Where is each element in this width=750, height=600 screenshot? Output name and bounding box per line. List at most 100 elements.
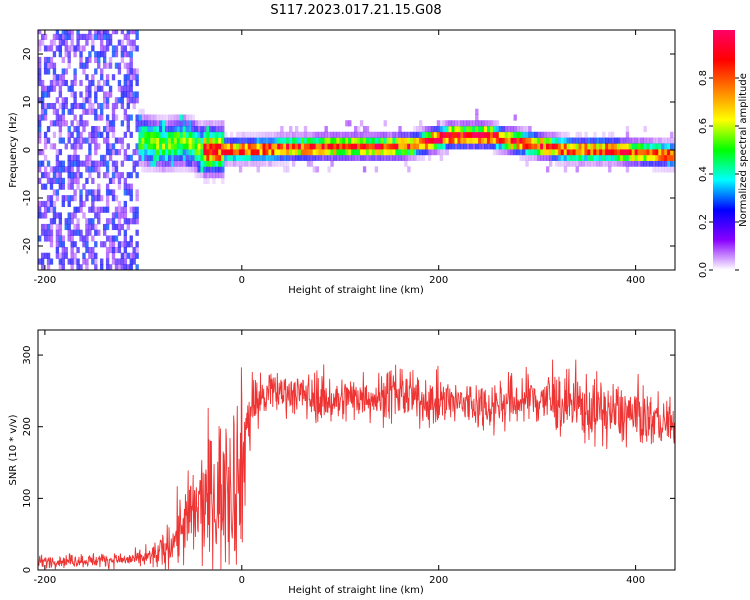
spectrogram-cell [395,149,399,156]
spectrogram-cell [321,137,325,144]
spectrogram-cell [389,131,393,138]
spectrogram-cell [619,154,624,161]
spectrogram-cell [38,30,42,35]
spectrogram-cell [371,149,376,156]
spectrogram-cell [138,137,142,144]
spectrogram-cell [209,131,213,138]
spectrogram-cell [150,143,154,150]
spectrogram-cell [111,212,116,219]
spectrogram-cell [38,160,42,167]
spectrogram-cell [380,149,384,156]
spectrogram-cell [667,160,671,167]
spectrogram-cell [49,166,54,173]
spectrogram-cell [73,241,77,248]
spectrogram-cell [38,56,42,64]
spectrogram-cell [100,45,104,52]
spectrogram-cell [294,149,299,156]
spectrogram-cell [188,160,192,167]
spectrogram-cell [599,154,603,161]
spectrogram-cell [117,246,122,254]
spectrogram-cell [73,252,77,259]
spectrogram-cell [176,149,181,156]
spectrogram-cell [58,160,63,167]
spectrogram-cell [436,126,441,133]
spectrogram-cell [546,131,550,138]
spectrogram-cell [49,62,54,69]
spectrogram-cell [548,131,553,138]
spectrogram-cell [259,160,263,167]
spectrogram-cell [43,102,48,110]
spectrogram-cell [76,177,80,184]
spectrogram-cell [91,137,95,144]
spectrogram-cell [224,160,228,167]
spectrogram-cell [73,149,77,156]
spectrogram-cell [64,45,68,52]
spectrogram-cell [522,154,526,161]
spectrogram-cell [265,143,269,150]
spectrogram-cell [584,137,588,144]
spectrogram-cell [117,212,122,219]
spectrogram-cell [135,79,139,87]
spectrogram-cell [608,166,612,173]
spectrogram-cell [88,160,92,167]
spectrogram-cell [333,143,337,150]
spectrogram-cell [40,114,45,121]
spectrogram-cell [105,189,110,196]
spectrogram-cell [212,154,216,161]
spectrogram-cell [354,154,358,161]
spectrogram-cell [162,120,166,127]
spectrogram-cell [79,137,83,144]
spectrogram-cell [578,154,582,161]
spectrogram-cell [105,33,110,40]
spectrogram-cell [46,258,51,265]
spectrogram-cell [551,154,556,161]
spectrogram-cell [410,154,414,161]
spectrogram-cell [102,206,107,213]
spectrogram-cell [495,126,500,133]
spectrogram-cell [64,79,68,87]
spectrogram-cell [593,154,597,161]
spectrogram-cell [79,79,83,87]
spectrogram-cell [111,51,116,58]
spectrogram-cell [82,33,86,40]
spectrogram-cell [129,45,133,52]
spectrogram-cell [55,97,60,104]
spectrogram-cell [578,143,582,150]
spectrogram-cell [58,264,63,270]
spectrogram-cell [82,235,86,242]
spectrogram-cell [631,143,636,150]
spectrogram-cell [147,166,151,173]
spectrogram-cell [165,131,169,138]
spectrogram-cell [79,102,83,110]
spectrogram-cell [185,114,190,121]
spectrogram-cell [448,126,452,133]
spectrogram-cell [55,189,60,196]
spectrogram-cell [108,126,113,133]
spectrogram-cell [297,137,302,144]
spectrogram-cell [522,126,526,133]
spectrogram-cell [94,137,98,144]
spectrogram-cell [286,149,290,156]
spectrogram-cell [670,160,674,167]
spectrogram-cell [123,206,128,213]
spectrogram-cell [593,143,597,150]
spectrogram-cell [253,143,257,150]
spectrogram-cell [563,149,568,156]
spectrogram-cell [200,172,204,179]
spectrogram-cell [43,68,48,75]
spectrogram-cell [563,131,568,138]
spectrogram-cell [40,85,45,92]
spectrogram-cell [176,166,181,173]
spectrogram-cell [129,154,133,161]
spectrogram-cell [209,137,213,144]
spectrogram-cell [105,223,110,231]
spectrogram-cell [49,79,54,87]
spectrogram-cell [658,166,662,173]
spectrogram-cell [167,143,172,150]
spectrogram-cell [637,137,641,144]
spectrogram-cell [634,143,638,150]
spectrogram-cell [413,143,417,150]
spectrogram-cell [348,131,352,138]
spectrogram-cell [126,223,130,231]
spectrogram-cell [123,51,128,58]
